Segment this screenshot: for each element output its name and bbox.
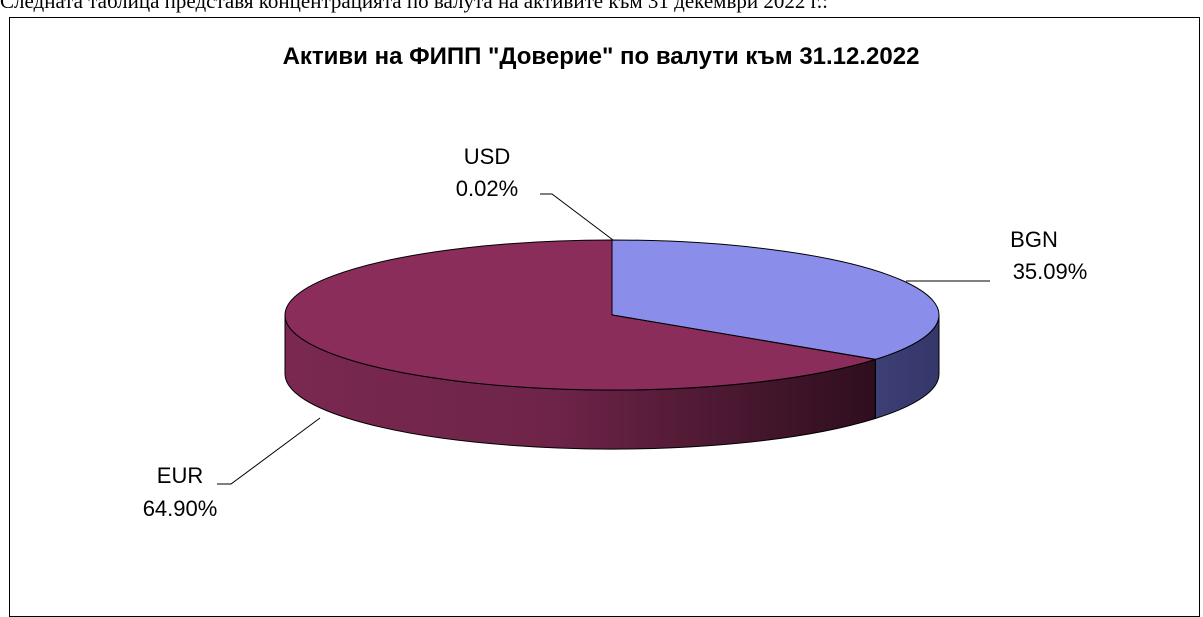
leader-line-eur: [217, 418, 320, 484]
slice-value-usd: 0.02%: [456, 176, 518, 201]
slice-label-usd: USD: [464, 144, 510, 169]
slice-label-bgn: BGN: [1010, 227, 1058, 252]
slice-value-bgn: 35.09%: [1013, 259, 1088, 284]
leader-line-usd: [540, 194, 613, 240]
slice-label-eur: EUR: [157, 463, 203, 488]
chart-title: Активи на ФИПП "Доверие" по валути към 3…: [283, 43, 920, 70]
slice-value-eur: 64.90%: [143, 496, 218, 521]
